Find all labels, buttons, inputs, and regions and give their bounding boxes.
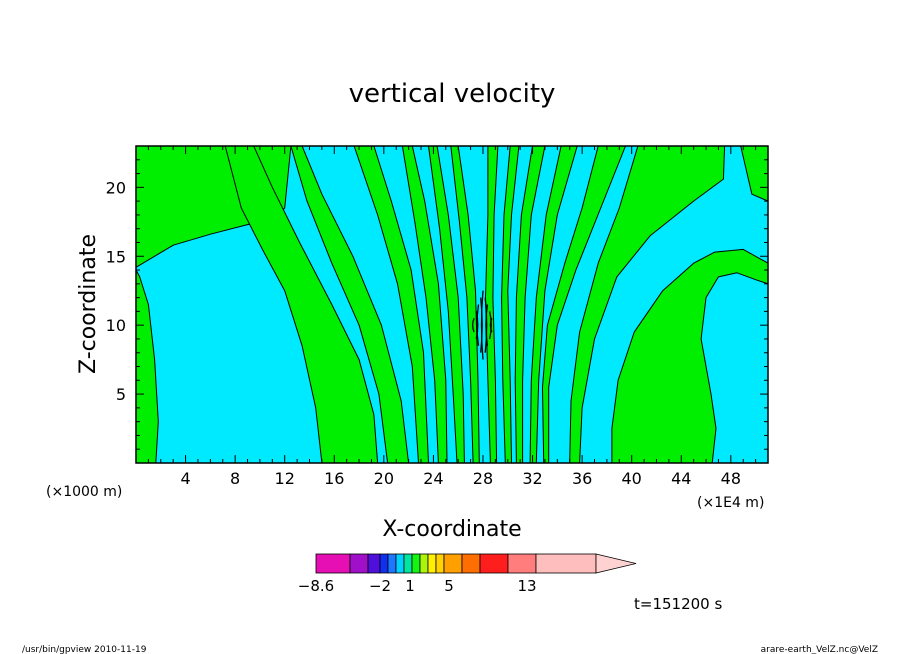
y-axis: 5 10 15 20: [106, 159, 768, 450]
contour-band-positive-14: [611, 146, 768, 463]
colorbar-cell: [379, 553, 389, 574]
x-unit-right: (×1E4 m): [697, 495, 764, 511]
core-contour-2: [476, 304, 480, 346]
y-tick-label: 20: [106, 178, 126, 197]
colorbar-label: 5: [444, 577, 454, 595]
x-tick-label: 48: [721, 469, 741, 488]
colorbar-cell: [403, 553, 413, 574]
core-contour-5: [484, 297, 488, 353]
colorbar-cell: [479, 553, 509, 574]
colorbar-cell: [427, 553, 437, 574]
colorbar-cell: [535, 553, 597, 574]
colorbar-cell: [507, 553, 537, 574]
colorbar-label: −8.6: [298, 577, 334, 595]
colorbar-cell: [419, 553, 429, 574]
x-tick-label: 8: [230, 469, 240, 488]
contour-band-positive-13: [569, 146, 726, 463]
x-tick-label: 28: [473, 469, 493, 488]
x-axis-label: X-coordinate: [382, 517, 521, 542]
x-tick-label: 32: [522, 469, 542, 488]
core-contour-0: [471, 318, 475, 333]
x-tick-label: 16: [324, 469, 344, 488]
x-tick-label: 36: [572, 469, 592, 488]
core-contour-3: [480, 297, 483, 353]
contour-field: [136, 146, 768, 463]
y-tick-label: 15: [106, 247, 126, 266]
x-tick-label: 24: [423, 469, 443, 488]
contour-band-positive-3: [290, 146, 410, 463]
core-contour-1: [475, 311, 479, 340]
colorbar-label: 1: [405, 577, 415, 595]
colorbar-label: 13: [517, 577, 536, 595]
footer-left: /usr/bin/gpview 2010-11-19: [22, 645, 147, 654]
colorbar-cell: [387, 553, 397, 574]
colorbar: [315, 553, 637, 574]
x-axis: 4 8 12 16 20 24 28 32 36 40 44 48: [147, 146, 757, 488]
colorbar-cell: [411, 553, 421, 574]
y-axis-label: Z-coordinate: [76, 234, 101, 374]
contour-band-positive-11: [529, 146, 578, 463]
x-tick-label: 40: [622, 469, 642, 488]
contour-band-positive-2: [224, 146, 379, 463]
footer-right: arare-earth_VelZ.nc@VelZ: [761, 645, 878, 654]
colorbar-cell: [443, 553, 463, 574]
contour-band-positive-7: [450, 146, 480, 463]
x-tick-label: 44: [671, 469, 691, 488]
colorbar-cell: [461, 553, 481, 574]
colorbar-cell: [315, 553, 351, 574]
contour-band-positive-8: [485, 146, 499, 463]
core-contour-8: [489, 318, 493, 333]
y-tick-label: 5: [116, 385, 126, 404]
time-label: t=151200 s: [634, 595, 722, 613]
colorbar-cell: [367, 553, 381, 574]
contour-band-positive-5: [401, 146, 448, 463]
core-contour-6: [485, 304, 489, 346]
x-tick-label: 4: [180, 469, 190, 488]
contour-band-positive-4: [353, 146, 429, 463]
contour-band-positive-12: [542, 146, 626, 463]
contour-band-positive-10: [514, 146, 546, 463]
colorbar-cell: [435, 553, 445, 574]
plot-frame: [135, 145, 769, 464]
x-tick-label: 12: [275, 469, 295, 488]
chart-title: vertical velocity: [349, 79, 556, 109]
core-contour-7: [489, 311, 492, 340]
core-contour-4: [480, 290, 484, 360]
colorbar-arrow: [595, 553, 637, 574]
contour-band-positive-9: [501, 146, 520, 463]
colorbar-cell: [349, 553, 369, 574]
colorbar-labels: −8.6 −2 1 5 13: [298, 577, 537, 595]
x-unit-left: (×1000 m): [46, 484, 122, 500]
plot-area: [135, 145, 769, 464]
y-tick-label: 10: [106, 316, 126, 335]
colorbar-cell: [395, 553, 405, 574]
colorbar-label: −2: [369, 577, 391, 595]
contour-band-positive-6: [428, 146, 465, 463]
x-tick-label: 20: [374, 469, 394, 488]
